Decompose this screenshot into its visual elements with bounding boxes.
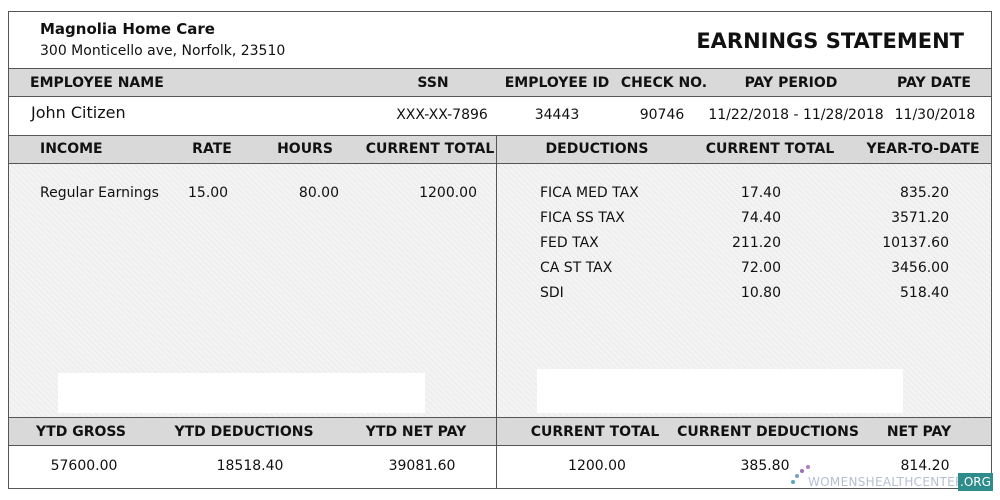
blank-area <box>58 373 425 413</box>
ytd-deductions: 18518.40 <box>216 458 284 474</box>
ytd-net-pay: 39081.60 <box>388 458 456 474</box>
deduction-name: FICA MED TAX <box>540 185 639 201</box>
column-header: NET PAY <box>886 424 952 440</box>
column-header: EMPLOYEE NAME <box>30 75 164 91</box>
deduction-name: FED TAX <box>540 235 599 251</box>
column-header: CURRENT TOTAL <box>705 141 835 157</box>
ytd-gross: 57600.00 <box>50 458 118 474</box>
column-header: PAY DATE <box>897 75 971 91</box>
deduction-ytd: 3456.00 <box>891 260 949 276</box>
company-name: Magnolia Home Care <box>40 20 215 38</box>
column-header: INCOME <box>40 141 103 157</box>
column-header: CHECK NO. <box>620 75 708 91</box>
current-deductions: 385.80 <box>740 458 790 474</box>
deduction-ytd: 835.20 <box>900 185 949 201</box>
watermark-site: WOMENSHEALTHCENTER <box>808 475 964 489</box>
column-header: YEAR-TO-DATE <box>866 141 980 157</box>
deduction-name: SDI <box>540 285 564 301</box>
pay-period: 11/22/2018 - 11/28/2018 <box>708 107 884 123</box>
blank-area <box>537 369 903 413</box>
column-header: PAY PERIOD <box>744 75 838 91</box>
column-header: CURRENT TOTAL <box>530 424 660 440</box>
column-header: CURRENT DEDUCTIONS <box>677 424 859 440</box>
deduction-current: 72.00 <box>740 260 781 276</box>
column-header: YTD DEDUCTIONS <box>174 424 314 440</box>
column-header: YTD GROSS <box>36 424 126 440</box>
deduction-current: 74.40 <box>740 210 781 226</box>
pay-date: 11/30/2018 <box>894 107 976 123</box>
statement <box>8 11 992 489</box>
summary-header-bar <box>9 417 991 446</box>
column-divider <box>496 135 497 488</box>
income-total: 1200.00 <box>419 185 477 201</box>
deduction-name: FICA SS TAX <box>540 210 625 226</box>
employee-name: John Citizen <box>31 103 126 122</box>
column-header: YTD NET PAY <box>365 424 467 440</box>
deduction-name: CA ST TAX <box>540 260 613 276</box>
deduction-current: 10.80 <box>740 285 781 301</box>
statement-title: EARNINGS STATEMENT <box>696 29 964 53</box>
deduction-ytd: 10137.60 <box>882 235 949 251</box>
income-rate: 15.00 <box>188 185 229 201</box>
ssn: XXX-XX-7896 <box>396 107 488 123</box>
deduction-ytd: 3571.20 <box>891 210 949 226</box>
watermark-logo <box>791 465 810 484</box>
company-address: 300 Monticello ave, Norfolk, 23510 <box>40 43 286 59</box>
deduction-current: 211.20 <box>732 235 781 251</box>
income-hours: 80.00 <box>298 185 339 201</box>
employee-header-bar <box>9 68 991 97</box>
current-total: 1200.00 <box>568 458 626 474</box>
check-number: 90746 <box>639 107 685 123</box>
column-header: SSN <box>417 75 449 91</box>
column-header: EMPLOYEE ID <box>504 75 610 91</box>
watermark-tld: .ORG <box>958 473 993 491</box>
detail-header-bar <box>9 135 991 164</box>
deduction-current: 17.40 <box>740 185 781 201</box>
column-header: DEDUCTIONS <box>545 141 649 157</box>
deduction-ytd: 518.40 <box>900 285 949 301</box>
income-name: Regular Earnings <box>40 185 159 201</box>
column-header: RATE <box>192 141 232 157</box>
employee-id: 34443 <box>534 107 580 123</box>
column-header: HOURS <box>277 141 333 157</box>
net-pay: 814.20 <box>900 458 950 474</box>
column-header: CURRENT TOTAL <box>365 141 495 157</box>
